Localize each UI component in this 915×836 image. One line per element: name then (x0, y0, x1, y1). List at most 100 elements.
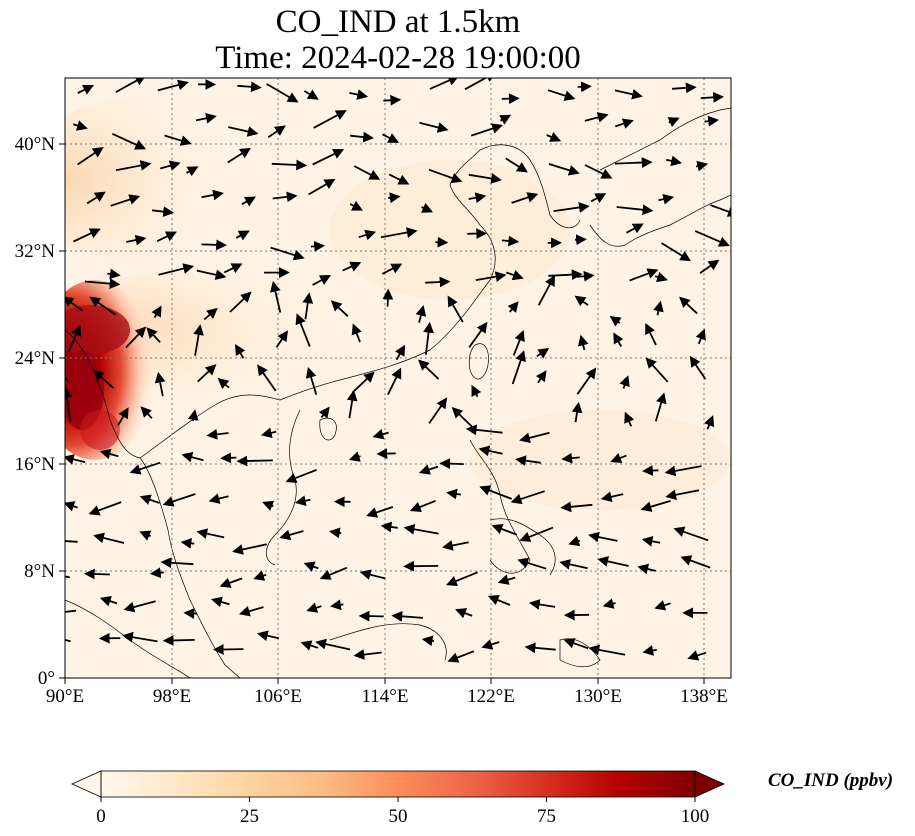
wind-arrow (616, 204, 654, 216)
wind-arrow (381, 263, 403, 275)
wind-arrow (387, 367, 402, 396)
wind-arrow (125, 326, 147, 349)
wind-arrow (257, 364, 277, 392)
wind-arrow (67, 324, 82, 353)
wind-arrow (420, 202, 434, 213)
wind-arrow (428, 168, 463, 184)
wind-arrow (577, 270, 595, 282)
wind-arrow (664, 465, 702, 477)
wind-arrow (507, 301, 519, 313)
wind-arrow (342, 261, 362, 272)
wind-arrow (619, 375, 630, 389)
wind-arrow (211, 596, 230, 608)
wind-arrow (475, 271, 507, 282)
wind-arrow (237, 81, 262, 93)
wind-arrow (353, 165, 381, 180)
wind-arrow (73, 228, 101, 243)
x-tick-label: 90°E (46, 686, 84, 707)
wind-arrow (519, 431, 550, 444)
wind-arrow (425, 276, 451, 288)
wind-arrow (380, 227, 418, 239)
wind-arrow (699, 259, 720, 274)
wind-arrow (625, 223, 644, 234)
wind-arrow (588, 531, 618, 543)
wind-arrow (673, 526, 709, 542)
map-frame (64, 77, 732, 679)
wind-arrow (418, 359, 440, 380)
wind-arrow (658, 193, 675, 205)
wind-arrow (512, 330, 525, 356)
wind-arrow (602, 598, 616, 609)
wind-arrow (536, 348, 550, 359)
wind-arrow (547, 89, 576, 101)
wind-arrow (614, 157, 653, 168)
wind-arrow (561, 452, 580, 464)
y-tick-label: 8°N (24, 561, 55, 582)
wind-arrow (584, 164, 613, 179)
wind-arrow (350, 131, 374, 143)
wind-arrow (560, 501, 593, 513)
wind-arrow (262, 500, 275, 511)
wind-arrow (515, 455, 541, 467)
coastlines (65, 107, 731, 678)
wind-arrow (442, 540, 469, 551)
wind-arrow (73, 120, 88, 131)
wind-arrow (704, 415, 715, 430)
wind-arrow (563, 638, 589, 650)
wind-arrow (129, 461, 161, 475)
wind-arrow (313, 110, 347, 129)
y-tick-label: 0° (38, 668, 55, 689)
colorbar-label: CO_IND (ppbv) (768, 770, 894, 791)
wind-vector-field (65, 78, 731, 663)
wind-arrow (548, 163, 580, 176)
wind-arrow (217, 377, 230, 390)
wind-arrow (151, 206, 174, 217)
wind-arrow (65, 609, 77, 613)
wind-arrow (409, 499, 436, 513)
wind-arrow (285, 468, 318, 484)
wind-arrow (241, 196, 256, 207)
wind-arrow (89, 296, 117, 316)
wind-arrow (478, 445, 503, 457)
wind-arrow (641, 536, 661, 547)
wind-arrow (351, 371, 375, 394)
wind-arrow (506, 269, 524, 281)
wind-arrow (468, 192, 487, 204)
wind-arrow (376, 448, 396, 460)
wind-arrow (568, 535, 581, 547)
wind-arrow (234, 344, 246, 359)
colorbar-tick-label: 0 (96, 806, 106, 827)
wind-arrow (687, 650, 707, 661)
wind-arrow (665, 489, 700, 501)
wind-arrow (481, 639, 500, 650)
wind-arrow (497, 574, 516, 585)
wind-arrow (86, 191, 106, 205)
wind-arrow (704, 115, 719, 127)
wind-arrow (164, 134, 192, 146)
wind-arrow (220, 452, 237, 464)
wind-arrow (689, 355, 707, 380)
wind-arrow (160, 557, 194, 569)
wind-arrow (315, 638, 351, 651)
wind-arrow (267, 125, 286, 138)
wind-arrow (65, 575, 70, 579)
wind-arrow (505, 157, 528, 173)
wind-arrow (359, 569, 386, 580)
wind-arrow (383, 94, 402, 106)
wind-arrow (312, 275, 331, 286)
wind-arrow (590, 193, 607, 204)
wind-arrow (122, 631, 158, 643)
wind-arrow (266, 83, 299, 103)
wind-arrow (576, 367, 597, 395)
chart-title-line-2: Time: 2024-02-28 19:00:00 (215, 40, 581, 76)
wind-arrow (99, 596, 118, 607)
wind-arrow (613, 332, 624, 347)
colorbar-tick-label: 25 (240, 806, 259, 827)
colorbar-min-extension (71, 770, 102, 798)
wind-arrow (588, 644, 626, 656)
wind-arrow (571, 401, 583, 423)
wind-arrow (528, 599, 556, 610)
wind-arrow (149, 567, 164, 579)
wind-arrow (88, 501, 122, 516)
wind-arrow (597, 556, 629, 567)
